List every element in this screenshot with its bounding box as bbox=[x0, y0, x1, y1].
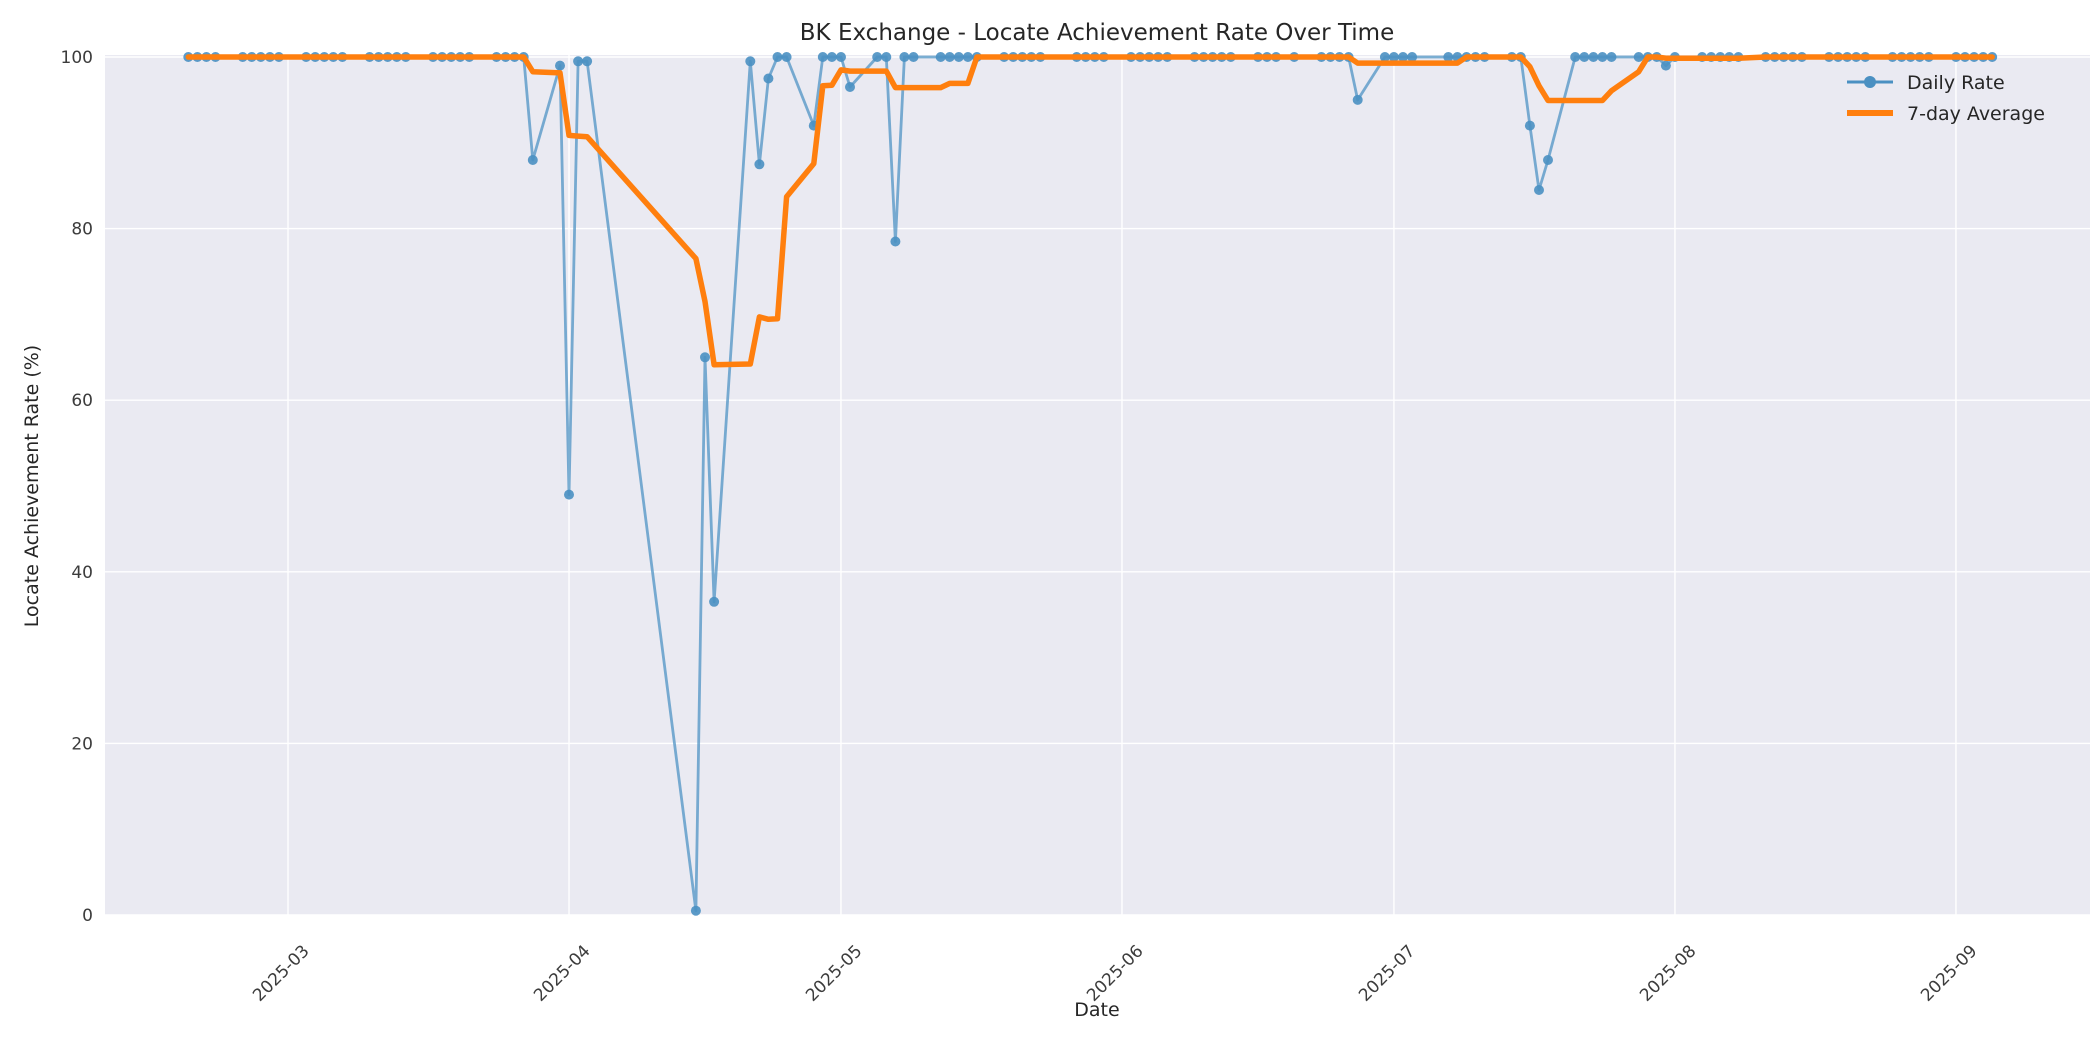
y-axis-tick-labels: 0 20 40 60 80 100 bbox=[61, 48, 93, 926]
y-tick-label: 20 bbox=[71, 734, 93, 754]
daily-rate-marker bbox=[1398, 52, 1408, 62]
daily-rate-marker bbox=[1407, 52, 1418, 62]
chart-title: BK Exchange - Locate Achievement Rate Ov… bbox=[800, 20, 1394, 46]
x-tick-label: 2025-07 bbox=[1355, 941, 1419, 1005]
daily-rate-marker bbox=[1534, 185, 1544, 195]
daily-rate-marker bbox=[690, 905, 701, 916]
daily-rate-marker bbox=[881, 52, 892, 62]
legend: Daily Rate 7-day Average bbox=[1847, 72, 2045, 125]
x-axis-tick-labels: 2025-03 2025-04 2025-05 2025-06 2025-07 2025-… bbox=[249, 941, 1981, 1005]
daily-rate-marker bbox=[1588, 52, 1599, 62]
daily-rate-marker bbox=[899, 52, 910, 62]
daily-rate-marker bbox=[700, 352, 710, 363]
daily-rate-marker bbox=[1606, 52, 1617, 62]
rolling-average-line bbox=[185, 54, 1995, 368]
x-tick-label: 2025-03 bbox=[249, 941, 313, 1005]
daily-rate-marker bbox=[564, 489, 574, 500]
x-tick-label: 2025-06 bbox=[1083, 941, 1147, 1005]
daily-rate-marker bbox=[962, 52, 973, 62]
daily-rate-marker bbox=[1579, 52, 1590, 62]
daily-rate-marker bbox=[1660, 60, 1671, 71]
daily-rate-marker bbox=[1352, 94, 1363, 105]
daily-rate-marker bbox=[845, 82, 855, 92]
y-tick-label: 0 bbox=[82, 906, 93, 926]
daily-rate-marker bbox=[527, 155, 538, 165]
daily-rate-marker bbox=[944, 52, 955, 62]
daily-rate-marker bbox=[872, 52, 883, 62]
daily-rate-marker bbox=[826, 52, 837, 62]
daily-rate-marker bbox=[582, 56, 593, 67]
daily-rate-marker bbox=[763, 73, 774, 84]
daily-rate-marker bbox=[1597, 52, 1608, 62]
x-tick-label: 2025-08 bbox=[1636, 941, 1700, 1005]
daily-rate-marker bbox=[555, 60, 565, 71]
legend-label-daily-rate: Daily Rate bbox=[1907, 72, 2005, 94]
x-axis-label: Date bbox=[1074, 999, 1119, 1021]
daily-rate-marker bbox=[1388, 52, 1399, 62]
daily-rate-marker bbox=[953, 52, 964, 62]
daily-rate-marker bbox=[754, 159, 765, 170]
daily-rate-marker bbox=[745, 56, 756, 67]
daily-rate-marker bbox=[573, 56, 584, 67]
daily-rate-marker bbox=[836, 52, 846, 62]
daily-rate-marker bbox=[1379, 52, 1390, 62]
data-series bbox=[183, 52, 1998, 916]
daily-rate-marker bbox=[890, 236, 901, 247]
daily-rate-marker bbox=[1633, 52, 1644, 62]
y-axis-label: Locate Achievement Rate (%) bbox=[21, 345, 43, 627]
daily-rate-marker bbox=[1443, 52, 1454, 62]
daily-rate-marker bbox=[709, 596, 720, 607]
y-tick-label: 80 bbox=[71, 220, 93, 240]
daily-rate-marker bbox=[1570, 52, 1581, 62]
x-tick-label: 2025-09 bbox=[1917, 941, 1981, 1005]
x-tick-label: 2025-05 bbox=[802, 941, 866, 1005]
daily-rate-marker bbox=[908, 52, 919, 62]
daily-rate-marker bbox=[1524, 120, 1535, 131]
legend-label-7day-average: 7-day Average bbox=[1907, 103, 2045, 125]
legend-daily-rate-marker-sample bbox=[1864, 76, 1876, 88]
daily-rate-marker bbox=[781, 52, 792, 62]
daily-rate-marker bbox=[1543, 155, 1553, 165]
y-tick-label: 60 bbox=[71, 391, 93, 411]
x-tick-label: 2025-04 bbox=[530, 941, 594, 1005]
daily-rate-marker bbox=[817, 52, 828, 62]
y-tick-label: 100 bbox=[61, 48, 93, 68]
daily-rate-marker bbox=[935, 52, 946, 62]
y-tick-label: 40 bbox=[71, 563, 93, 583]
plot-area bbox=[105, 55, 2090, 915]
daily-rate-marker bbox=[772, 52, 783, 62]
